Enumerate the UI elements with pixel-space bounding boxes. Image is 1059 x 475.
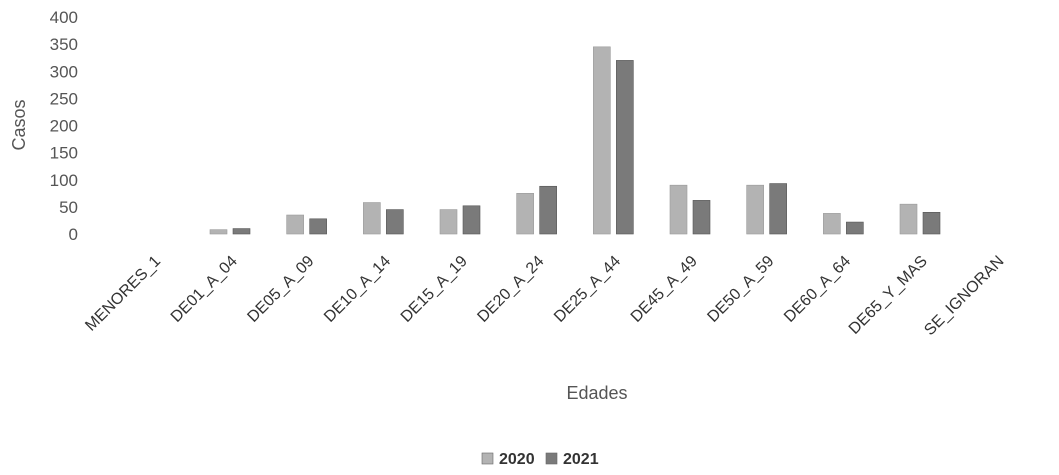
bar-2021-de45_a_49 [692, 200, 711, 235]
bar-2021-de50_a_59 [769, 183, 787, 235]
legend-label-2021: 2021 [563, 451, 599, 468]
y-tick-label: 0 [69, 225, 78, 244]
x-category-label: DE60_A_64 [781, 253, 854, 326]
bars [209, 46, 941, 235]
bar-2020-de10_a_14 [363, 202, 381, 235]
y-axis-title: Casos [9, 99, 29, 150]
y-axis-ticks: 0 50 100 150 200 250 300 350 400 [50, 8, 78, 244]
x-axis-title: Edades [566, 383, 627, 403]
bar-2021-de25_a_44 [616, 60, 634, 235]
y-tick-label: 350 [50, 35, 78, 54]
x-category-label: DE45_A_49 [628, 253, 701, 326]
legend: 2020 2021 [481, 451, 599, 468]
bar-2020-de65_y_mas [899, 203, 918, 235]
y-tick-label: 300 [50, 62, 78, 81]
x-category-label: DE65_Y_MAS [846, 253, 931, 338]
x-category-label: DE25_A_44 [551, 253, 624, 326]
x-category-label: DE05_A_09 [244, 253, 317, 326]
x-category-label: DE50_A_59 [704, 253, 777, 326]
x-category-label: MENORES_1 [82, 253, 164, 335]
x-category-label: SE_IGNORAN [921, 253, 1007, 339]
y-tick-label: 100 [50, 171, 78, 190]
y-tick-label: 250 [50, 89, 78, 108]
bar-2020-de25_a_44 [593, 46, 611, 235]
y-tick-label: 400 [50, 8, 78, 27]
x-category-label: DE01_A_04 [168, 253, 241, 326]
x-category-label: DE15_A_19 [398, 253, 471, 326]
bar-2020-de60_a_64 [823, 213, 841, 235]
bar-2020-de20_a_24 [516, 193, 534, 235]
bar-2021-de01_a_04 [232, 228, 251, 235]
y-tick-label: 50 [59, 198, 78, 217]
bar-2021-de05_a_09 [309, 218, 327, 235]
bar-2020-de45_a_49 [669, 184, 688, 235]
bar-2021-de10_a_14 [386, 209, 404, 235]
y-tick-label: 200 [50, 117, 78, 136]
bar-2021-de65_y_mas [922, 212, 941, 235]
bar-2020-de50_a_59 [746, 184, 764, 235]
bar-2021-de20_a_24 [539, 185, 557, 235]
y-tick-label: 150 [50, 144, 78, 163]
bar-2021-de15_a_19 [462, 205, 481, 235]
bar-2020-de01_a_04 [209, 229, 228, 235]
x-axis-category-labels: MENORES_1 DE01_A_04 DE05_A_09 DE10_A_14 DE15… [82, 253, 1007, 339]
legend-swatch-2020 [481, 452, 494, 465]
bar-2020-de15_a_19 [439, 209, 458, 235]
bar-2021-de60_a_64 [846, 221, 864, 235]
x-category-label: DE10_A_14 [321, 253, 394, 326]
legend-label-2020: 2020 [499, 451, 535, 468]
legend-swatch-2021 [545, 452, 558, 465]
x-category-label: DE20_A_24 [474, 253, 547, 326]
bar-2020-de05_a_09 [286, 214, 304, 235]
